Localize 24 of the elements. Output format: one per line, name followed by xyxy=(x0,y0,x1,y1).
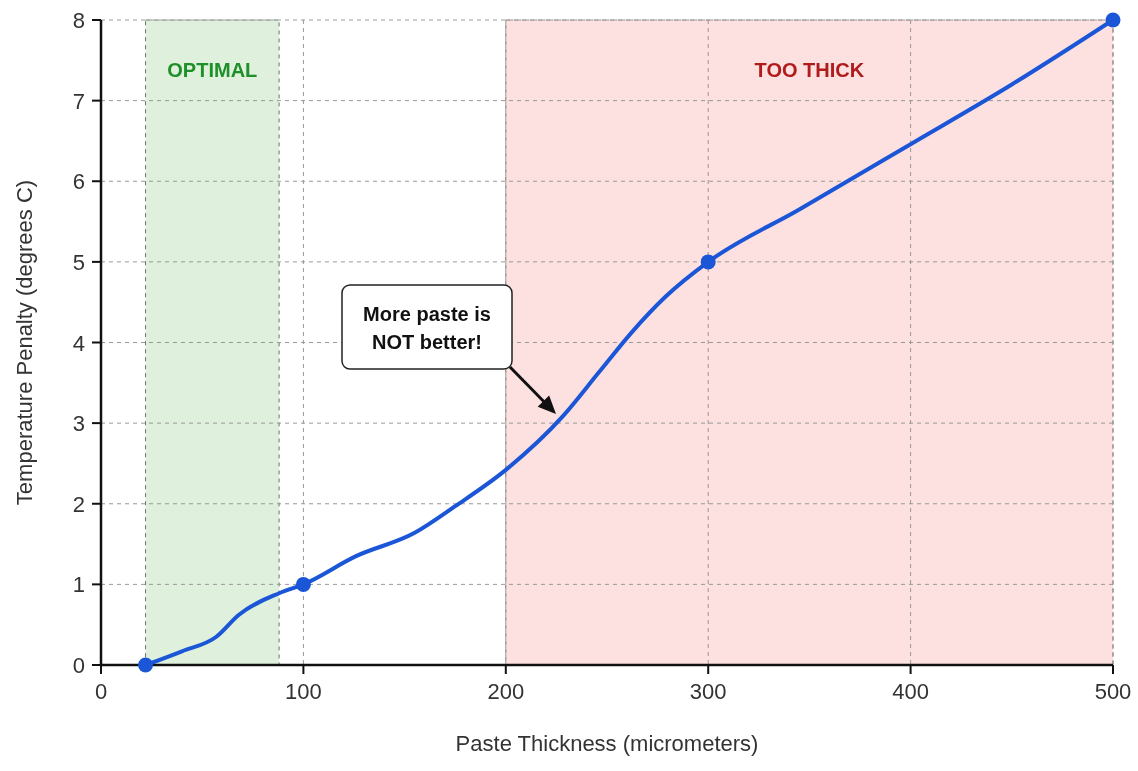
band-label: OPTIMAL xyxy=(167,59,258,81)
y-tick-label: 0 xyxy=(72,653,85,678)
x-tick-label: 500 xyxy=(1094,679,1132,704)
x-tick-label: 400 xyxy=(892,679,929,704)
x-tick-label: 0 xyxy=(94,679,108,704)
y-tick-label: 4 xyxy=(72,330,85,356)
y-tick-label: 8 xyxy=(72,8,85,33)
x-tick-label: 200 xyxy=(487,679,525,704)
y-tick-label: 5 xyxy=(72,249,85,275)
y-tick-label: 7 xyxy=(72,88,85,114)
y-axis-title: Temperature Penalty (degrees C) xyxy=(12,179,37,506)
band-label: TOO THICK xyxy=(754,59,865,81)
y-tick-label: 6 xyxy=(72,169,85,195)
x-axis-title: Paste Thickness (micrometers) xyxy=(455,731,759,756)
point xyxy=(138,657,154,673)
point xyxy=(295,576,311,592)
annotation: More paste is NOT better! xyxy=(363,303,491,353)
x-tick-label: 100 xyxy=(285,679,322,704)
y-tick-label: 1 xyxy=(72,572,85,598)
y-tick-label: 2 xyxy=(72,491,85,517)
point xyxy=(700,254,716,270)
point xyxy=(1105,12,1121,28)
x-tick-label: 300 xyxy=(689,679,727,704)
y-tick-label: 3 xyxy=(72,411,85,437)
